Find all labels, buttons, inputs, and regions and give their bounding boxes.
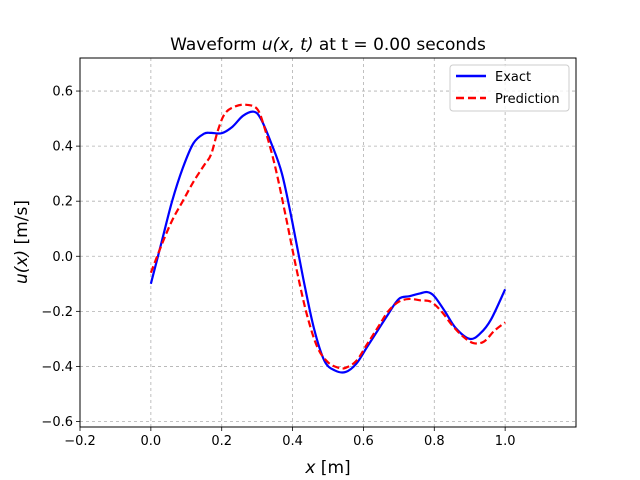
y-tick-label: 0.6 [52, 85, 73, 100]
chart-title: Waveform u(x, t) at t = 0.00 seconds [170, 35, 486, 55]
x-axis-label: x [m] [304, 458, 350, 478]
legend: Exact Prediction [449, 64, 570, 112]
series-line-prediction [149, 103, 506, 370]
plot-frame [79, 57, 577, 428]
y-tick-label: 0.4 [52, 140, 73, 155]
x-tick-label: 0.0 [141, 434, 162, 449]
y-tick-label: −0.6 [41, 415, 73, 430]
series-line-exact [149, 110, 507, 374]
series-layer [149, 103, 507, 374]
y-axis-label-unit: [m/s] [12, 200, 32, 250]
x-tick-label: 0.2 [211, 434, 232, 449]
y-tick-label: 0.2 [52, 195, 73, 210]
title-args: (x, t) [273, 35, 314, 55]
y-tick-label: −0.4 [41, 360, 73, 375]
x-axis-label-var: x [304, 458, 316, 478]
y-axis-label-args: (x) [12, 250, 32, 273]
x-axis: −0.2 0.0 0.2 0.4 0.6 0.8 1.0 [64, 427, 515, 449]
x-tick-label: −0.2 [64, 434, 96, 449]
title-prefix: Waveform [170, 35, 262, 55]
x-tick-label: 0.6 [353, 434, 374, 449]
legend-label-prediction: Prediction [495, 92, 560, 107]
legend-label-exact: Exact [495, 70, 531, 85]
x-tick-label: 0.8 [424, 434, 445, 449]
y-axis-label-func: u [12, 273, 32, 284]
y-axis-label: u(x) [m/s] [12, 200, 32, 284]
y-tick-label: 0.0 [52, 250, 73, 265]
x-tick-label: 1.0 [495, 434, 516, 449]
title-func: u [262, 35, 273, 55]
y-axis: −0.6 −0.4 −0.2 0.0 0.2 0.4 0.6 [41, 85, 80, 430]
y-tick-label: −0.2 [41, 305, 73, 320]
x-axis-label-unit: [m] [315, 458, 350, 478]
x-tick-label: 0.4 [282, 434, 303, 449]
title-suffix: at t = 0.00 seconds [313, 35, 485, 55]
